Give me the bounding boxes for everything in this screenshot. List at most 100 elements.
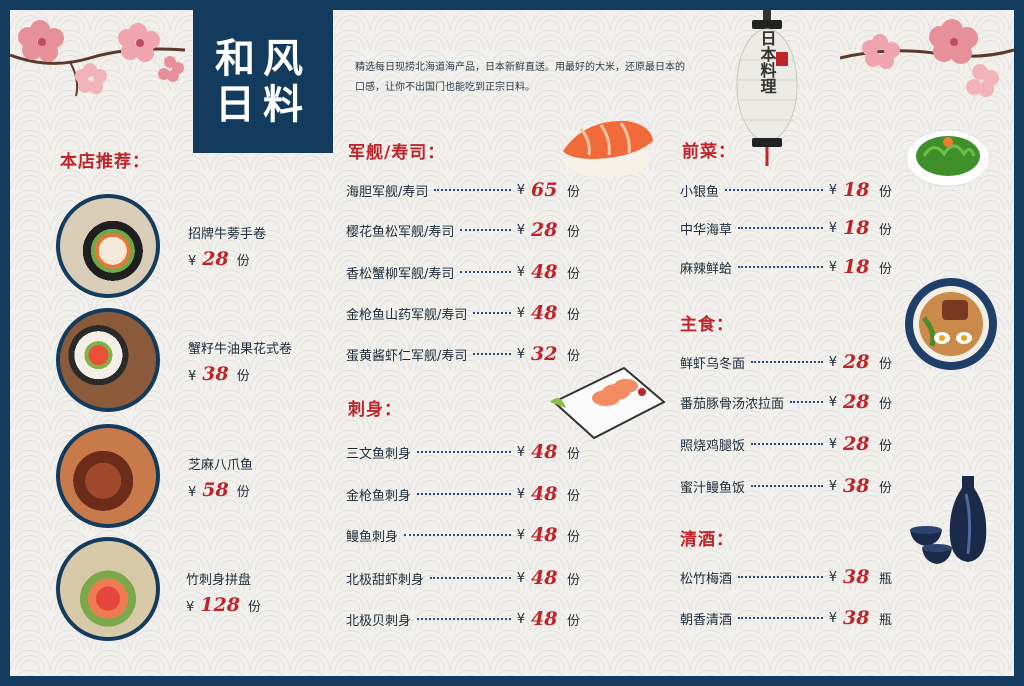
item-price: 48 (530, 441, 558, 463)
recommend-item-price: 38 (202, 363, 229, 385)
unit-label: 份 (878, 184, 892, 200)
recommend-item-1[interactable]: 招牌牛蒡手卷 ¥28 份 (188, 223, 266, 270)
dot-leader (460, 229, 511, 231)
item-price: 18 (842, 179, 870, 201)
yen-symbol: ¥ (828, 259, 837, 275)
dot-leader (430, 577, 511, 579)
menu-row-sake-2[interactable]: 朝香清酒 ¥38 瓶 (680, 607, 892, 629)
item-name: 小银鱼 (680, 184, 720, 200)
unit-label: 份 (566, 613, 580, 629)
dish-photo-sashimi-platter (56, 537, 160, 641)
dot-leader (417, 451, 511, 453)
yen-symbol: ¥ (828, 569, 837, 585)
dot-leader (473, 353, 511, 355)
item-price: 48 (530, 608, 558, 630)
unit-label: 份 (878, 480, 892, 496)
menu-row-gunkan-4[interactable]: 金枪鱼山药军舰/寿司 ¥48 份 (346, 302, 580, 324)
unit-label: 份 (566, 348, 580, 364)
unit-label: 份 (236, 254, 250, 269)
menu-row-gunkan-5[interactable]: 蛋黄酱虾仁军舰/寿司 ¥32 份 (346, 343, 580, 365)
yen-symbol: ¥ (188, 485, 197, 500)
yen-symbol: ¥ (828, 220, 837, 236)
unit-label: 份 (566, 572, 580, 588)
menu-row-staple-1[interactable]: 鲜虾乌冬面 ¥28 份 (680, 351, 892, 373)
dish-photo-octopus (56, 424, 160, 528)
cherry-blossom-left-decoration (10, 20, 186, 97)
menu-row-staple-2[interactable]: 番茄豚骨汤浓拉面 ¥28 份 (680, 391, 892, 413)
menu-row-gunkan-3[interactable]: 香松蟹柳军舰/寿司 ¥48 份 (346, 261, 580, 283)
dot-leader (738, 576, 823, 578)
dot-leader (738, 266, 823, 268)
yen-symbol: ¥ (516, 611, 525, 627)
salmon-nigiri-illustration (563, 120, 653, 177)
menu-row-staple-4[interactable]: 蜜汁鳗鱼饭 ¥38 份 (680, 475, 892, 497)
title-line-1: 和风 (215, 34, 311, 82)
intro-text: 精选每日现捞北海道海产品，日本新鲜直送。用最好的大米，还原最日本的口感，让你不出… (355, 62, 685, 93)
menu-row-sashimi-1[interactable]: 三文鱼刺身 ¥48 份 (346, 441, 580, 463)
yen-symbol: ¥ (828, 610, 837, 626)
unit-label: 份 (566, 266, 580, 282)
item-name: 北极甜虾刺身 (346, 572, 425, 588)
item-name: 金枪鱼山药军舰/寿司 (346, 307, 468, 323)
unit-label: 瓶 (878, 612, 892, 628)
dot-leader (473, 312, 511, 314)
item-name: 樱花鱼松军舰/寿司 (346, 224, 455, 240)
menu-row-appetizer-1[interactable]: 小银鱼 ¥18 份 (680, 179, 892, 201)
item-price: 28 (842, 351, 870, 373)
recommend-item-price: 58 (202, 479, 229, 501)
menu-row-appetizer-2[interactable]: 中华海草 ¥18 份 (680, 217, 892, 239)
dot-leader (738, 617, 823, 619)
title-line-2: 日料 (215, 80, 311, 128)
item-name: 鳗鱼刺身 (346, 529, 399, 545)
yen-symbol: ¥ (186, 600, 195, 615)
item-name: 三文鱼刺身 (346, 446, 412, 462)
item-price: 38 (842, 475, 870, 497)
dish-photo-avocado-roll (56, 308, 160, 412)
yen-symbol: ¥ (828, 478, 837, 494)
yen-symbol: ¥ (516, 305, 525, 321)
item-name: 番茄豚骨汤浓拉面 (680, 396, 785, 412)
recommend-item-4[interactable]: 竹刺身拼盘 ¥128 份 (186, 569, 261, 616)
recommend-item-name: 招牌牛蒡手卷 (188, 227, 267, 242)
unit-label: 瓶 (878, 571, 892, 587)
seaweed-salad-illustration (905, 129, 991, 187)
paper-lantern-illustration: 日本料理 (736, 10, 798, 166)
yen-symbol: ¥ (828, 394, 837, 410)
item-name: 金枪鱼刺身 (346, 488, 412, 504)
dot-leader (751, 485, 823, 487)
recommend-item-name: 芝麻八爪鱼 (188, 458, 254, 473)
menu-row-sashimi-5[interactable]: 北极贝刺身 ¥48 份 (346, 608, 580, 630)
recommend-item-3[interactable]: 芝麻八爪鱼 ¥58 份 (188, 454, 253, 501)
item-name: 松竹梅酒 (680, 571, 733, 587)
menu-row-sake-1[interactable]: 松竹梅酒 ¥38 瓶 (680, 566, 892, 588)
menu-row-staple-3[interactable]: 照烧鸡腿饭 ¥28 份 (680, 433, 892, 455)
unit-label: 份 (247, 600, 261, 615)
item-name: 海胆军舰/寿司 (346, 184, 429, 200)
item-price: 32 (530, 343, 558, 365)
dot-leader (434, 189, 511, 191)
recommend-item-name: 蟹籽牛油果花式卷 (188, 342, 293, 357)
menu-row-gunkan-1[interactable]: 海胆军舰/寿司 ¥65 份 (346, 179, 580, 201)
menu-row-gunkan-2[interactable]: 樱花鱼松军舰/寿司 ¥28 份 (346, 219, 580, 241)
dot-leader (725, 189, 823, 191)
recommend-item-name: 竹刺身拼盘 (186, 573, 252, 588)
menu-row-appetizer-3[interactable]: 麻辣鲜蛤 ¥18 份 (680, 256, 892, 278)
yen-symbol: ¥ (828, 182, 837, 198)
yen-symbol: ¥ (188, 369, 197, 384)
item-price: 65 (530, 179, 558, 201)
sake-heading: 清酒： (680, 530, 734, 550)
menu-row-sashimi-2[interactable]: 金枪鱼刺身 ¥48 份 (346, 483, 580, 505)
yen-symbol: ¥ (516, 264, 525, 280)
item-name: 中华海草 (680, 222, 733, 238)
appetizer-heading: 前菜： (682, 142, 736, 162)
unit-label: 份 (878, 356, 892, 372)
unit-label: 份 (236, 369, 250, 384)
yen-symbol: ¥ (516, 444, 525, 460)
gunkan-heading: 军舰/寿司： (348, 143, 446, 163)
menu-row-sashimi-4[interactable]: 北极甜虾刺身 ¥48 份 (346, 567, 580, 589)
yen-symbol: ¥ (516, 182, 525, 198)
dot-leader (738, 227, 823, 229)
menu-row-sashimi-3[interactable]: 鳗鱼刺身 ¥48 份 (346, 524, 580, 546)
recommend-item-2[interactable]: 蟹籽牛油果花式卷 ¥38 份 (188, 338, 292, 385)
item-name: 香松蟹柳军舰/寿司 (346, 266, 455, 282)
